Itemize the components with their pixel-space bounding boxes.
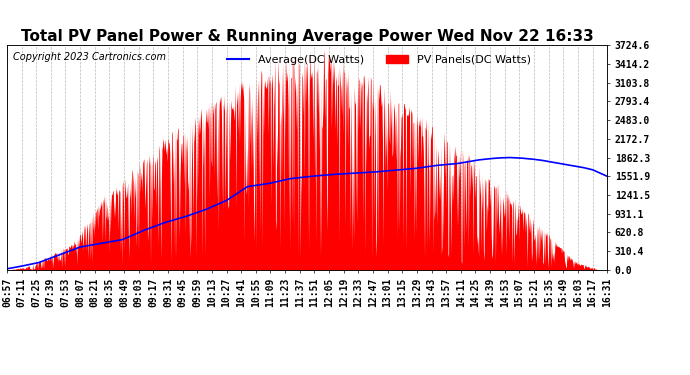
Legend: Average(DC Watts), PV Panels(DC Watts): Average(DC Watts), PV Panels(DC Watts) (222, 51, 536, 69)
Title: Total PV Panel Power & Running Average Power Wed Nov 22 16:33: Total PV Panel Power & Running Average P… (21, 29, 593, 44)
Text: Copyright 2023 Cartronics.com: Copyright 2023 Cartronics.com (13, 52, 166, 62)
